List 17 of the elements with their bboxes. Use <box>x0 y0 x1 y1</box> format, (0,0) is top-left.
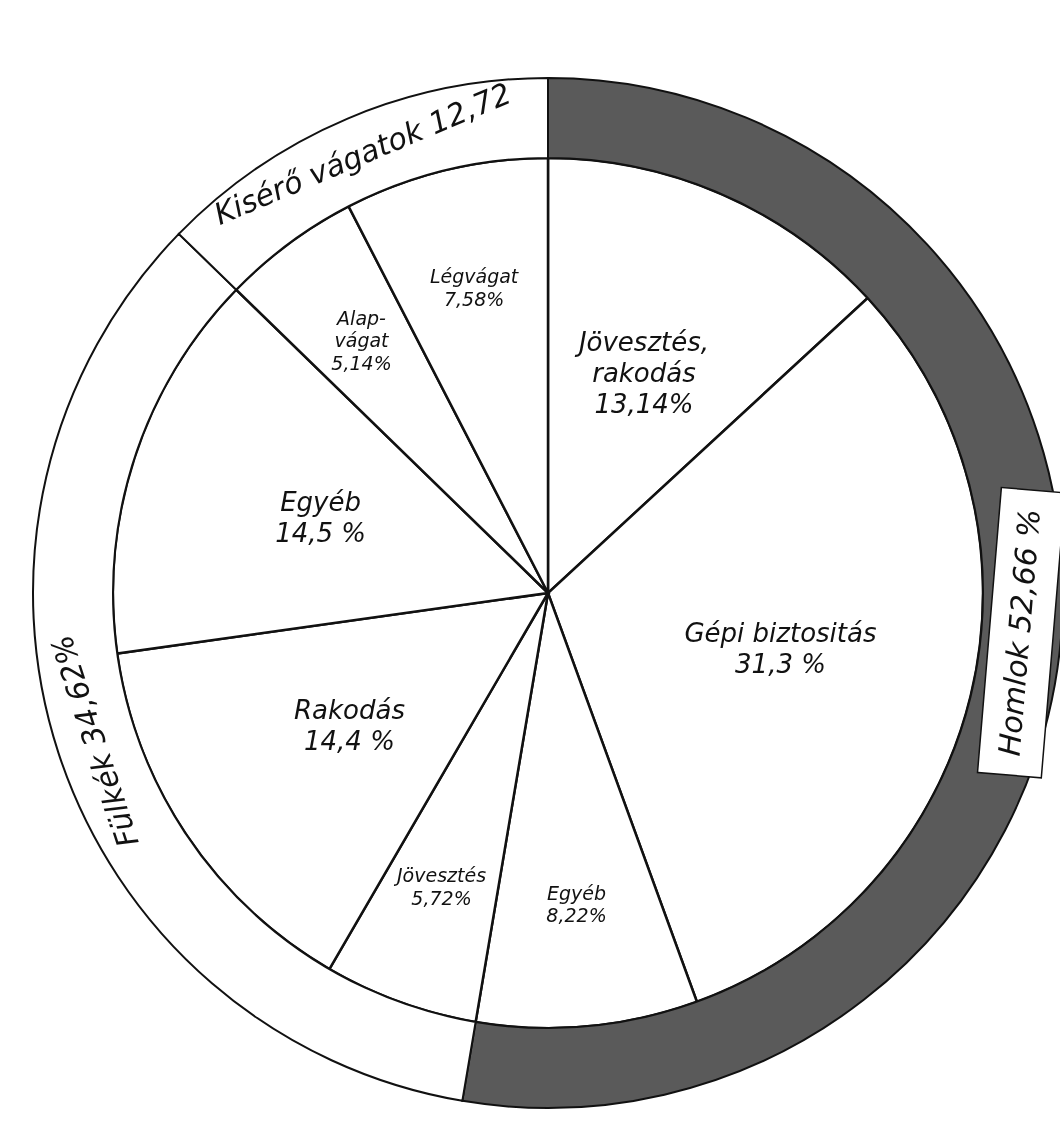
data-label: 31,3 % <box>735 648 826 679</box>
data-label: 14,5 % <box>275 517 367 548</box>
slice-label: Légvágat <box>429 264 520 287</box>
data-label: 7,58% <box>443 287 505 310</box>
data-label: 5,14% <box>331 351 392 374</box>
data-label: 13,14% <box>594 388 694 419</box>
slice-label: Jövesztés, rakodás <box>573 326 710 388</box>
data-label: 5,72% <box>411 886 472 909</box>
slice-label: Egyéb <box>546 881 607 903</box>
data-label: 8,22% <box>546 903 607 926</box>
data-label: 14,4 % <box>304 725 395 756</box>
slice-label: Egyéb <box>280 486 362 517</box>
slice-label: Gépi biztositás <box>684 617 877 648</box>
slice-label: Homlok 52,66 % <box>991 507 1048 758</box>
slice-label: Rakodás <box>293 694 405 725</box>
slice-label: Jövesztés <box>393 863 487 886</box>
slice-label: Alap-vágat <box>334 306 391 351</box>
